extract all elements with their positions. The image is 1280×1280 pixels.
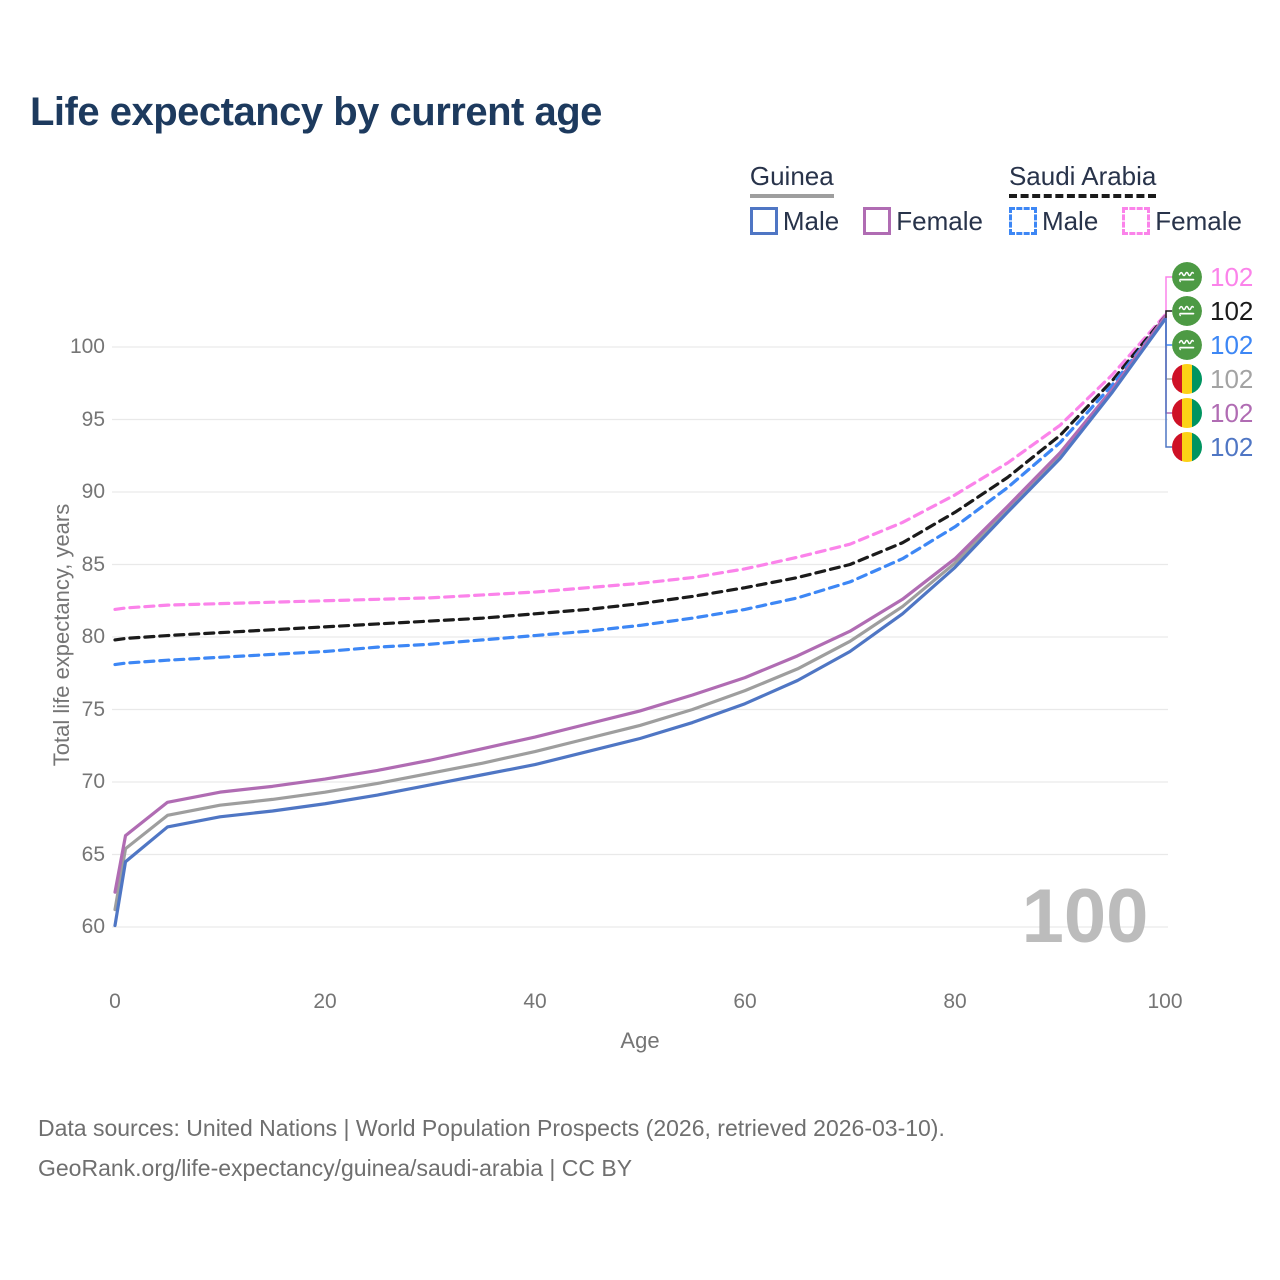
legend-item-saudi-female[interactable]: Female bbox=[1122, 206, 1242, 237]
end-label-row: 102 bbox=[1172, 260, 1253, 294]
end-value: 102 bbox=[1210, 330, 1254, 360]
guinea-male-swatch-icon bbox=[749, 207, 778, 236]
legend-label-saudi-male: Male bbox=[1041, 205, 1099, 236]
end-label-row: 102 bbox=[1172, 328, 1253, 362]
x-axis-title: Age bbox=[620, 1028, 660, 1053]
flag-saudi-arabia-icon bbox=[1172, 330, 1202, 360]
y-tick-label: 75 bbox=[81, 697, 105, 721]
end-value: 102 bbox=[1210, 296, 1254, 326]
series-line-guinea-both-sexes[interactable] bbox=[113, 316, 1167, 912]
end-label-connector bbox=[1165, 276, 1172, 318]
guinea-female-swatch-icon bbox=[863, 207, 892, 236]
flag-guinea-icon bbox=[1172, 398, 1202, 428]
series-line-guinea-female[interactable] bbox=[113, 314, 1167, 894]
series-line-saudi-arabia-male[interactable] bbox=[113, 316, 1167, 667]
end-label-row: 102 bbox=[1172, 430, 1253, 464]
series-line-saudi-arabia-female[interactable] bbox=[113, 313, 1167, 612]
footer: Data sources: United Nations | World Pop… bbox=[38, 1108, 945, 1188]
x-tick-label: 0 bbox=[109, 990, 121, 1013]
footer-sources: Data sources: United Nations | World Pop… bbox=[38, 1115, 945, 1141]
age-watermark: 100 bbox=[1022, 874, 1149, 959]
legend-label-guinea-female: Female bbox=[896, 205, 983, 236]
y-tick-label: 65 bbox=[81, 842, 105, 866]
y-tick-label: 70 bbox=[81, 770, 105, 793]
legend-items-guinea: Male Female bbox=[749, 205, 983, 237]
y-tick-label: 90 bbox=[81, 480, 105, 503]
end-value: 102 bbox=[1210, 364, 1254, 394]
x-tick-label: 60 bbox=[733, 990, 757, 1013]
x-tick-label: 20 bbox=[313, 990, 337, 1013]
end-label-row: 102 bbox=[1172, 362, 1253, 396]
end-label-connector bbox=[1165, 310, 1172, 318]
end-label-row: 102 bbox=[1172, 396, 1253, 430]
end-value: 102 bbox=[1210, 398, 1254, 428]
series-line-saudi-arabia-both-sexes[interactable] bbox=[113, 314, 1167, 642]
end-value: 102 bbox=[1210, 432, 1254, 462]
legend-label-guinea-male: Male bbox=[782, 205, 840, 236]
y-tick-label: 80 bbox=[81, 625, 105, 648]
page-title: Life expectancy by current age bbox=[30, 90, 602, 134]
legend-group-guinea: Guinea Male Female bbox=[749, 162, 983, 237]
footer-link[interactable]: GeoRank.org/life-expectancy/guinea/saudi… bbox=[38, 1155, 633, 1181]
legend-country-saudi-arabia[interactable]: Saudi Arabia bbox=[1008, 162, 1157, 198]
legend-item-saudi-male[interactable]: Male bbox=[1008, 205, 1099, 237]
legend: Guinea Male Female Saudi Arabia Male Fem… bbox=[749, 162, 1242, 237]
saudi-female-swatch-icon bbox=[1122, 207, 1151, 236]
flag-saudi-arabia-icon bbox=[1172, 262, 1202, 292]
flag-guinea-icon bbox=[1172, 432, 1202, 462]
legend-group-saudi-arabia: Saudi Arabia Male Female bbox=[1008, 162, 1242, 237]
y-tick-label: 100 bbox=[69, 335, 105, 358]
y-tick-label: 95 bbox=[81, 407, 105, 431]
series-line-guinea-male[interactable] bbox=[113, 317, 1167, 928]
plot-area[interactable]: 100 bbox=[0, 250, 1280, 1050]
end-value: 102 bbox=[1210, 262, 1254, 292]
legend-items-saudi-arabia: Male Female bbox=[1008, 205, 1242, 237]
legend-label-saudi-female: Female bbox=[1155, 205, 1242, 236]
y-tick-label: 85 bbox=[81, 552, 105, 576]
legend-item-guinea-female[interactable]: Female bbox=[863, 206, 983, 237]
x-tick-label: 100 bbox=[1147, 990, 1183, 1013]
x-tick-label: 80 bbox=[943, 990, 967, 1013]
end-label-row: 102 bbox=[1172, 294, 1253, 328]
flag-saudi-arabia-icon bbox=[1172, 296, 1202, 326]
flag-guinea-icon bbox=[1172, 364, 1202, 394]
legend-item-guinea-male[interactable]: Male bbox=[749, 205, 840, 237]
y-tick-label: 60 bbox=[81, 915, 105, 938]
legend-country-guinea[interactable]: Guinea bbox=[749, 162, 834, 198]
x-tick-label: 40 bbox=[523, 990, 547, 1013]
end-label-connector bbox=[1165, 318, 1172, 448]
saudi-male-swatch-icon bbox=[1008, 207, 1037, 236]
